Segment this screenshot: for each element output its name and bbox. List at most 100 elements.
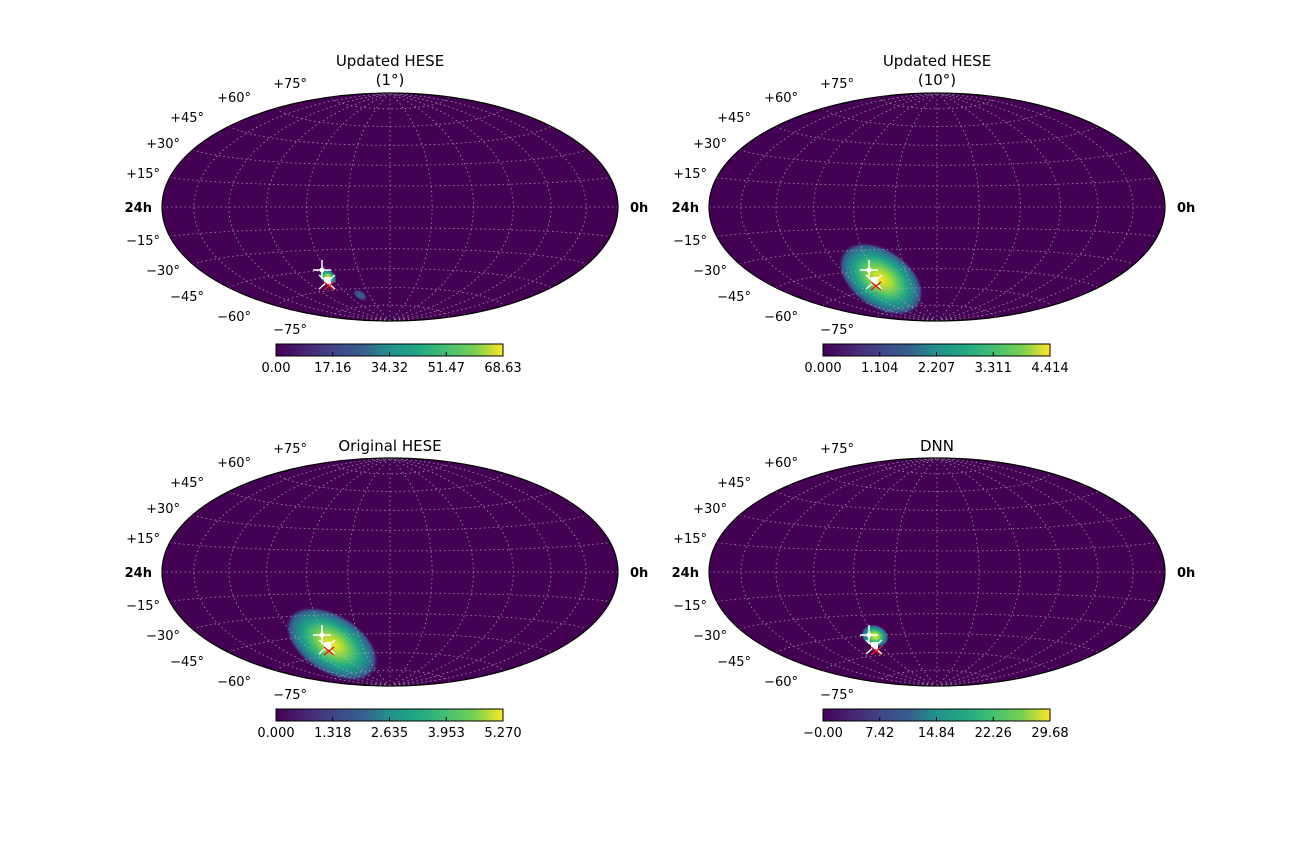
parallel-line xyxy=(775,633,1099,653)
graticule xyxy=(162,92,618,322)
meridian-line xyxy=(389,457,514,687)
hotspot-blob xyxy=(285,606,379,682)
declination-label: +75° xyxy=(273,442,307,457)
declination-label: −30° xyxy=(146,264,180,279)
colorbar-tick-label: 1.318 xyxy=(314,726,351,741)
declination-label: −15° xyxy=(673,599,707,614)
ra-label-left: 24h xyxy=(672,201,699,216)
declination-label: −75° xyxy=(820,688,854,703)
declination-label: +30° xyxy=(146,137,180,152)
parallel-line xyxy=(228,268,552,288)
colorbar-tick-label: 3.311 xyxy=(975,361,1012,376)
declination-label: −60° xyxy=(764,310,798,325)
panel-title: Original HESE xyxy=(338,437,441,455)
declination-label: +30° xyxy=(693,502,727,517)
declination-label: +60° xyxy=(217,456,251,471)
square-marker xyxy=(871,277,878,284)
declination-label: −30° xyxy=(693,629,727,644)
panel-title: (10°) xyxy=(918,71,956,89)
meridian-line xyxy=(228,92,391,322)
colorbar-tick-label: 0.000 xyxy=(257,726,294,741)
declination-label: +45° xyxy=(170,476,204,491)
parallel-line xyxy=(822,287,1052,307)
declination-label: +75° xyxy=(820,442,854,457)
declination-label: +75° xyxy=(820,77,854,92)
parallel-line xyxy=(716,592,1158,602)
meridian-line xyxy=(936,92,1099,322)
colorbar-tick-label: 0.000 xyxy=(804,361,841,376)
graticule xyxy=(162,457,618,687)
colorbar-tick-label: 2.207 xyxy=(918,361,955,376)
declination-label: −60° xyxy=(217,675,251,690)
colorbar-tick-label: 34.32 xyxy=(371,361,408,376)
declination-label: +30° xyxy=(693,137,727,152)
sky-map-panel: DNN +75° +60° +45° +30° +15° −15° −30° −45° −60° −… xyxy=(672,437,1196,741)
sky-map-panel: Updated HESE(1°) +75° +60° +45° +30° +15° −15°… xyxy=(125,52,649,376)
declination-label: −60° xyxy=(217,310,251,325)
meridian-line xyxy=(894,457,938,687)
meridian-line xyxy=(389,92,433,322)
graticule xyxy=(709,457,1165,687)
reconstructed-direction-x-marker xyxy=(323,646,335,656)
declination-label: −75° xyxy=(273,688,307,703)
meridian-line xyxy=(389,457,552,687)
meridian-line xyxy=(775,92,938,322)
declination-label: −75° xyxy=(820,323,854,338)
declination-label: −15° xyxy=(126,599,160,614)
meridian-line xyxy=(853,457,938,687)
parallel-line xyxy=(169,177,611,187)
hotspot-blob xyxy=(352,288,368,302)
parallel-line xyxy=(716,177,1158,187)
square-marker xyxy=(324,277,331,284)
sky-map-border xyxy=(708,457,1166,687)
true-direction-dot-marker xyxy=(319,632,325,638)
colorbar-tick-label: 3.953 xyxy=(428,726,465,741)
meridian-line xyxy=(266,92,391,322)
parallel-line xyxy=(739,149,1135,166)
meridian-line xyxy=(813,92,938,322)
ra-label-right: 0h xyxy=(1177,566,1195,581)
sky-map-border xyxy=(708,92,1166,322)
meridian-line xyxy=(853,92,938,322)
colorbar-tick-label: 2.635 xyxy=(371,726,408,741)
declination-label: +30° xyxy=(146,502,180,517)
declination-label: −60° xyxy=(764,675,798,690)
meridian-line xyxy=(389,92,474,322)
ra-label-left: 24h xyxy=(125,566,152,581)
hotspot-blob xyxy=(838,242,924,316)
true-direction-dot-marker xyxy=(866,267,872,273)
meridian-line xyxy=(936,457,1061,687)
ra-label-left: 24h xyxy=(672,566,699,581)
parallel-line xyxy=(169,227,611,237)
declination-label: −30° xyxy=(146,629,180,644)
parallel-line xyxy=(822,652,1052,672)
meridian-line xyxy=(894,92,938,322)
colorbar: 0.000 1.318 2.635 3.953 5.270 xyxy=(257,708,522,741)
colorbar: 0.00 17.16 34.32 51.47 68.63 xyxy=(262,343,522,376)
graticule xyxy=(709,92,1165,322)
meridian-line xyxy=(936,457,1099,687)
colorbar: −0.00 7.42 14.84 22.26 29.68 xyxy=(803,708,1069,741)
meridian-line xyxy=(389,92,552,322)
meridian-line xyxy=(936,92,1021,322)
meridian-line xyxy=(389,457,474,687)
colorbar-tick-label: 5.270 xyxy=(484,726,521,741)
parallel-line xyxy=(169,592,611,602)
meridian-line xyxy=(306,457,391,687)
meridian-line xyxy=(813,457,938,687)
colorbar-tick-label: 14.84 xyxy=(918,726,955,741)
ra-label-left: 24h xyxy=(125,201,152,216)
parallel-line xyxy=(739,514,1135,531)
meridian-line xyxy=(306,92,391,322)
declination-label: −15° xyxy=(673,234,707,249)
declination-label: −45° xyxy=(170,655,204,670)
meridian-line xyxy=(347,92,391,322)
colorbar-tick-label: 0.00 xyxy=(262,361,291,376)
meridian-line xyxy=(389,92,514,322)
declination-label: −75° xyxy=(273,323,307,338)
declination-label: −15° xyxy=(126,234,160,249)
declination-label: +60° xyxy=(217,91,251,106)
colorbar-tick-label: 68.63 xyxy=(484,361,521,376)
true-direction-dot-marker xyxy=(319,267,325,273)
